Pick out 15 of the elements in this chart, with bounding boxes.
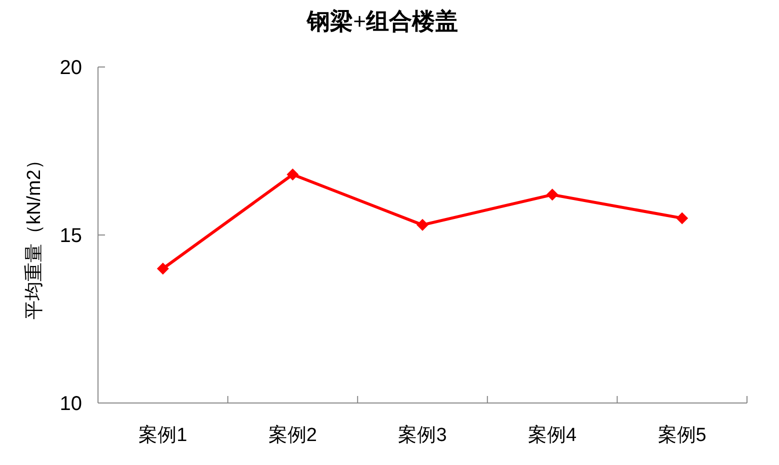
y-axis-title: 平均重量（kN/m2） bbox=[24, 150, 45, 320]
x-tick-label: 案例3 bbox=[398, 424, 447, 446]
x-tick-label: 案例1 bbox=[138, 424, 188, 446]
point bbox=[546, 188, 558, 201]
point bbox=[156, 262, 169, 275]
x-tick-label: 案例4 bbox=[528, 424, 578, 446]
y-tick-label: 15 bbox=[60, 225, 82, 247]
y-tick-label: 10 bbox=[60, 393, 82, 415]
point bbox=[286, 168, 299, 181]
chart-title: 钢梁+组合楼盖 bbox=[305, 8, 460, 36]
point bbox=[416, 218, 428, 231]
point bbox=[676, 212, 688, 224]
x-tick-label: 案例2 bbox=[268, 424, 317, 446]
x-tick-label: 案例5 bbox=[658, 424, 706, 446]
y-tick-label: 20 bbox=[60, 57, 82, 79]
